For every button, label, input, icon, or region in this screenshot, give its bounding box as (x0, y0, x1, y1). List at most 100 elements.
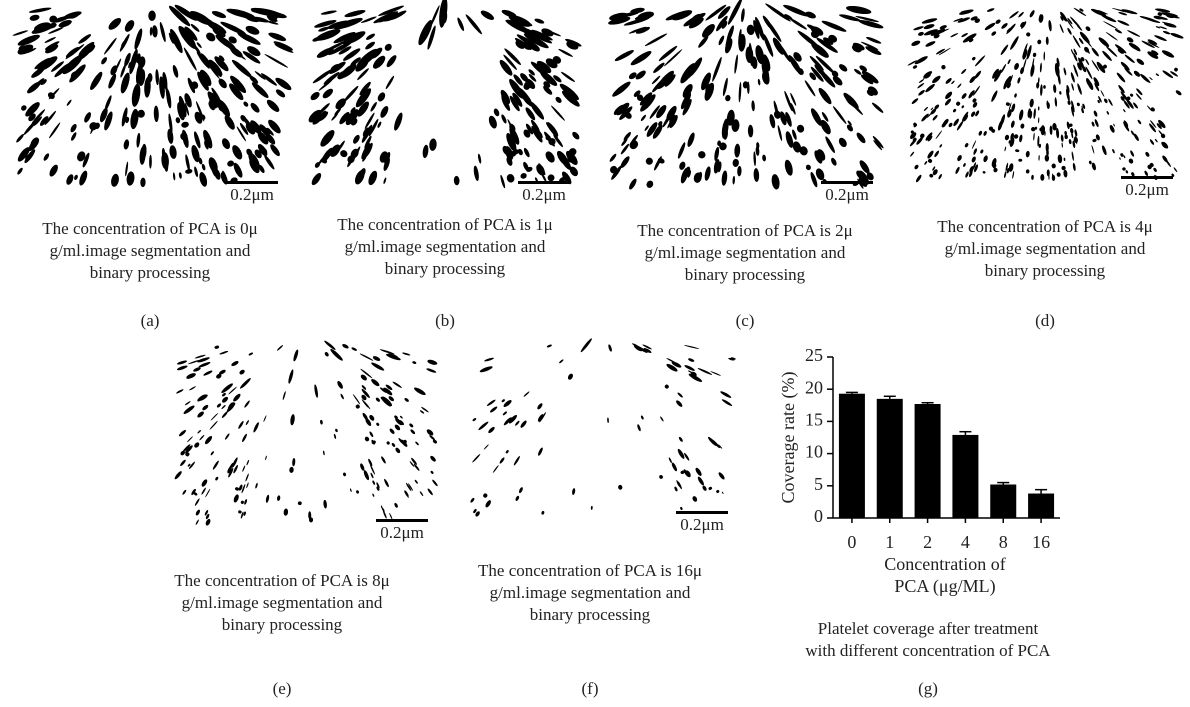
particle (677, 448, 685, 459)
particle (1009, 11, 1019, 19)
particle (561, 90, 580, 107)
particle (1065, 17, 1074, 29)
particle (684, 365, 695, 371)
particle (185, 452, 190, 457)
particle (938, 173, 942, 180)
scale-bar (676, 511, 728, 514)
particle (1146, 105, 1153, 112)
particle (368, 118, 379, 137)
particle (957, 155, 962, 162)
particle (1040, 174, 1045, 181)
particle (774, 110, 781, 119)
particle (753, 19, 760, 39)
particle (1147, 41, 1160, 48)
particle (465, 14, 483, 35)
particle (378, 5, 405, 16)
particle (340, 150, 348, 158)
particle (74, 174, 78, 180)
particle (488, 426, 495, 434)
particle (1061, 165, 1066, 171)
particle (623, 132, 631, 141)
particle (426, 429, 434, 436)
particle (40, 79, 47, 86)
micrograph (907, 7, 1184, 183)
particle (1060, 134, 1064, 142)
particle (197, 71, 209, 91)
particle (292, 458, 296, 467)
particle (1080, 57, 1085, 62)
particle (479, 366, 493, 373)
micrograph (470, 338, 736, 517)
particle (220, 21, 247, 35)
caption-line: The concentration of PCA is 2μ (637, 221, 852, 240)
particle (769, 114, 776, 129)
particle (697, 368, 713, 375)
particle (123, 139, 130, 150)
particle (210, 412, 219, 421)
particle (275, 89, 286, 98)
particle (370, 101, 377, 112)
particle (205, 488, 211, 498)
particle (415, 441, 419, 446)
particle (547, 30, 561, 37)
bar (990, 484, 1017, 518)
particle (628, 26, 647, 34)
particle (229, 83, 244, 101)
particle (233, 162, 243, 178)
particle (21, 105, 27, 111)
particle (240, 511, 244, 519)
particle (395, 447, 401, 454)
particle (1085, 26, 1091, 32)
particle (221, 411, 228, 418)
particle (1079, 8, 1084, 12)
particle (251, 104, 258, 112)
particle (907, 60, 918, 66)
particle (1147, 39, 1158, 45)
particle (932, 75, 941, 84)
particle (1091, 121, 1095, 127)
particle (718, 35, 725, 46)
particle (246, 459, 250, 466)
particle (345, 109, 359, 126)
particle (625, 112, 632, 119)
particle (221, 404, 226, 410)
particle (785, 131, 794, 148)
particle (1043, 85, 1046, 89)
particle (674, 486, 678, 492)
particle (343, 85, 359, 103)
particle (376, 482, 380, 489)
particle (973, 164, 979, 173)
particle (391, 443, 396, 447)
particle (1077, 62, 1082, 71)
x-tick-label: 8 (999, 532, 1008, 552)
particle (911, 98, 919, 104)
particle (1126, 37, 1134, 43)
bar (838, 393, 865, 518)
particle (372, 356, 381, 362)
particle (972, 85, 980, 96)
particle (957, 83, 962, 89)
particle (640, 94, 656, 112)
particle (547, 174, 555, 182)
particle (126, 171, 135, 186)
particle (194, 111, 203, 124)
particle (212, 460, 219, 470)
particle (688, 358, 695, 362)
particle (231, 457, 238, 468)
particle (1009, 137, 1015, 147)
particle (953, 18, 964, 22)
particle (941, 64, 946, 70)
particle (470, 497, 475, 503)
particle (197, 357, 210, 363)
particle (308, 511, 312, 520)
particle (1008, 102, 1012, 111)
particle (184, 401, 191, 406)
particle (1036, 82, 1040, 89)
particle (671, 361, 682, 368)
particle (572, 488, 576, 495)
particle (222, 392, 226, 397)
particle (1066, 85, 1070, 94)
particle (679, 161, 686, 170)
particle (649, 105, 660, 119)
particle (366, 51, 378, 62)
